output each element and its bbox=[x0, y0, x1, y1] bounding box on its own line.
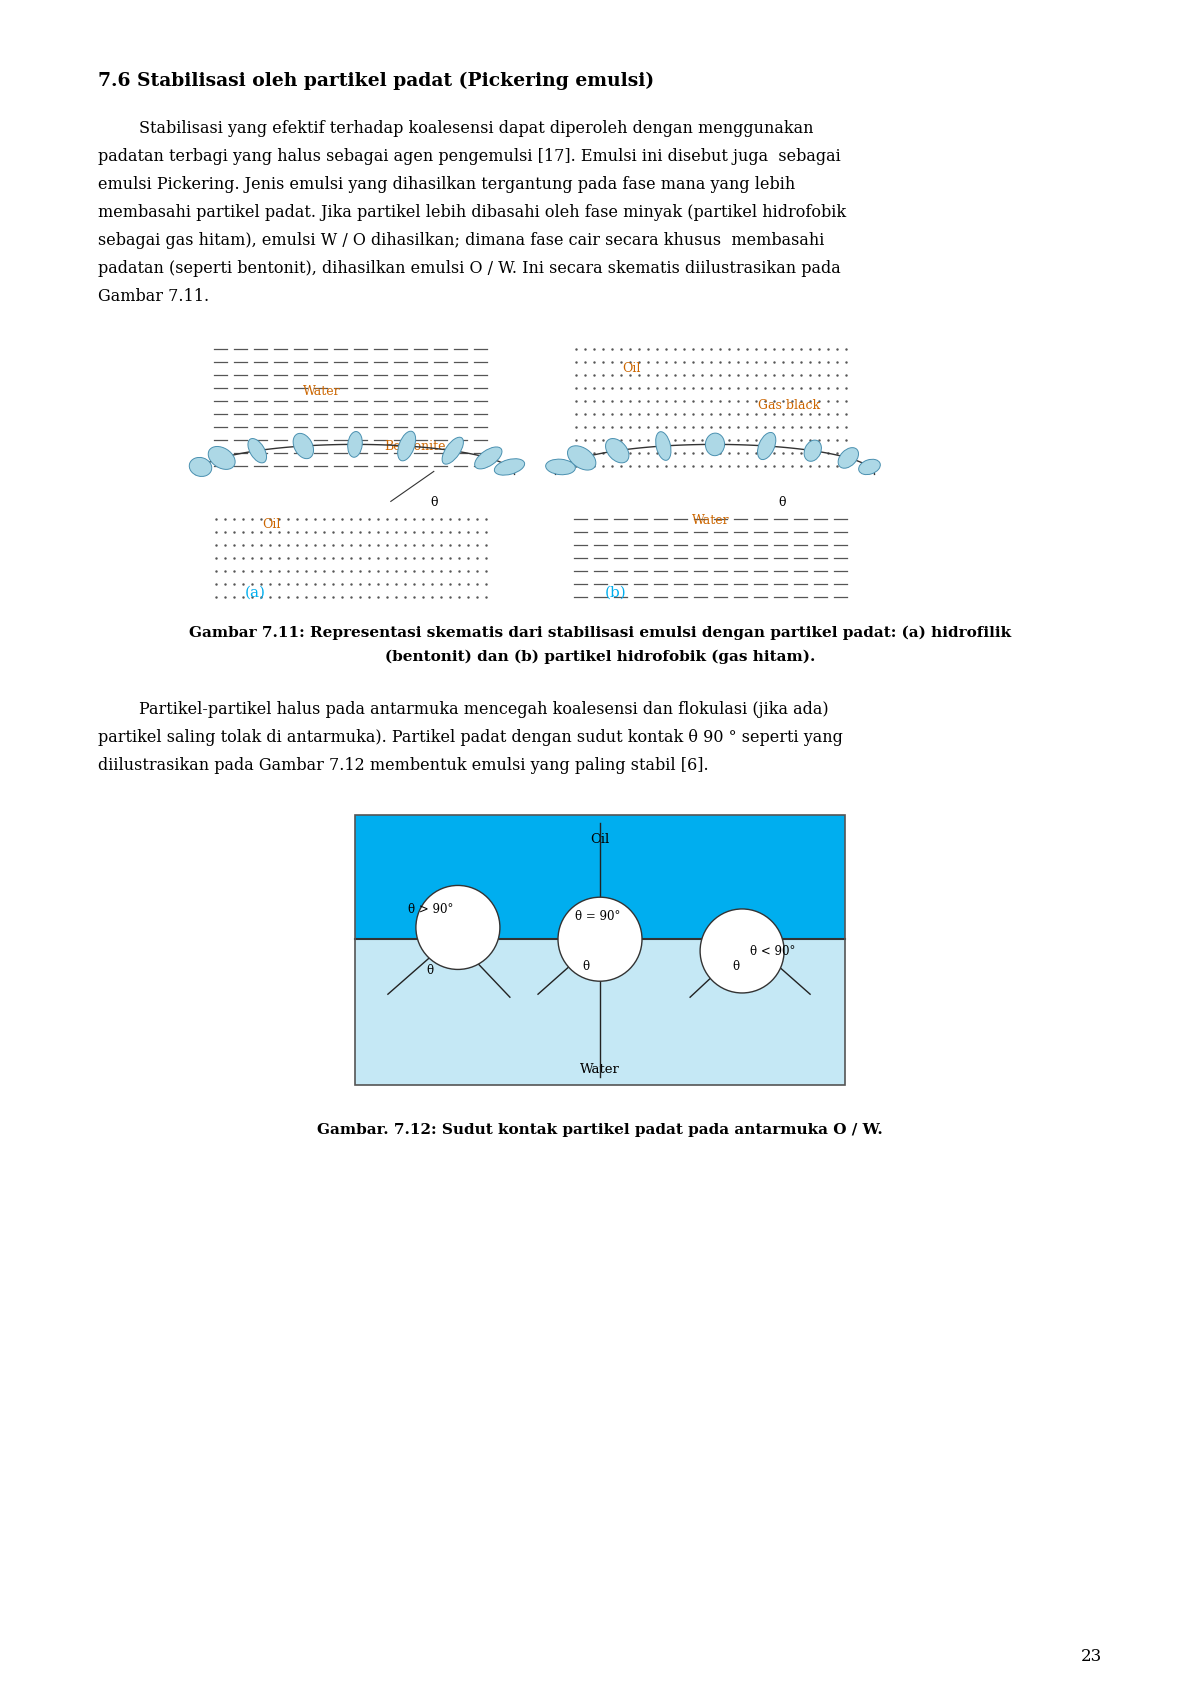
Text: Water: Water bbox=[302, 385, 341, 399]
Bar bbox=[355, 938, 845, 1084]
Ellipse shape bbox=[348, 431, 362, 456]
Text: Oil: Oil bbox=[262, 519, 281, 531]
Ellipse shape bbox=[397, 431, 415, 462]
Ellipse shape bbox=[293, 433, 313, 458]
Text: Gas black: Gas black bbox=[758, 399, 821, 412]
Text: θ: θ bbox=[732, 961, 739, 972]
Bar bbox=[355, 815, 845, 938]
Text: emulsi Pickering. Jenis emulsi yang dihasilkan tergantung pada fase mana yang le: emulsi Pickering. Jenis emulsi yang diha… bbox=[98, 176, 796, 193]
Text: padatan (seperti bentonit), dihasilkan emulsi O / W. Ini secara skematis diilust: padatan (seperti bentonit), dihasilkan e… bbox=[98, 260, 841, 277]
Text: θ > 90°: θ > 90° bbox=[408, 903, 454, 916]
Ellipse shape bbox=[568, 446, 596, 470]
Text: Bentonite: Bentonite bbox=[384, 440, 445, 453]
Ellipse shape bbox=[248, 438, 266, 463]
Ellipse shape bbox=[606, 438, 629, 463]
Text: 23: 23 bbox=[1081, 1648, 1102, 1665]
Text: partikel saling tolak di antarmuka). Partikel padat dengan sudut kontak θ 90 ° s: partikel saling tolak di antarmuka). Par… bbox=[98, 730, 842, 747]
Text: Stabilisasi yang efektif terhadap koalesensi dapat diperoleh dengan menggunakan: Stabilisasi yang efektif terhadap koales… bbox=[98, 120, 814, 137]
Text: θ: θ bbox=[431, 496, 438, 509]
Text: Gambar. 7.12: Sudut kontak partikel padat pada antarmuka O / W.: Gambar. 7.12: Sudut kontak partikel pada… bbox=[317, 1123, 883, 1137]
Text: Oil: Oil bbox=[590, 833, 610, 847]
Text: (a): (a) bbox=[245, 585, 266, 601]
Ellipse shape bbox=[655, 431, 671, 460]
Ellipse shape bbox=[546, 460, 575, 475]
Text: Water: Water bbox=[691, 514, 730, 526]
Text: sebagai gas hitam), emulsi W / O dihasilkan; dimana fase cair secara khusus  mem: sebagai gas hitam), emulsi W / O dihasil… bbox=[98, 232, 824, 249]
Ellipse shape bbox=[209, 446, 235, 470]
Text: Oil: Oil bbox=[623, 361, 641, 375]
Text: θ: θ bbox=[426, 964, 433, 977]
Text: Gambar 7.11: Representasi skematis dari stabilisasi emulsi dengan partikel padat: Gambar 7.11: Representasi skematis dari … bbox=[188, 626, 1012, 640]
Circle shape bbox=[416, 886, 500, 969]
Text: θ: θ bbox=[779, 496, 786, 509]
Text: θ = 90°: θ = 90° bbox=[575, 910, 620, 923]
Circle shape bbox=[700, 910, 784, 993]
Text: membasahi partikel padat. Jika partikel lebih dibasahi oleh fase minyak (partike: membasahi partikel padat. Jika partikel … bbox=[98, 204, 846, 221]
Text: diilustrasikan pada Gambar 7.12 membentuk emulsi yang paling stabil [6].: diilustrasikan pada Gambar 7.12 membentu… bbox=[98, 757, 709, 774]
Circle shape bbox=[558, 898, 642, 981]
Text: θ: θ bbox=[582, 961, 589, 972]
Ellipse shape bbox=[442, 438, 463, 465]
Text: Gambar 7.11.: Gambar 7.11. bbox=[98, 288, 209, 305]
Text: θ < 90°: θ < 90° bbox=[750, 945, 796, 959]
Ellipse shape bbox=[859, 460, 881, 475]
Text: (bentonit) dan (b) partikel hidrofobik (gas hitam).: (bentonit) dan (b) partikel hidrofobik (… bbox=[385, 650, 815, 665]
Ellipse shape bbox=[838, 448, 858, 468]
Bar bbox=[355, 815, 845, 1084]
Text: padatan terbagi yang halus sebagai agen pengemulsi [17]. Emulsi ini disebut juga: padatan terbagi yang halus sebagai agen … bbox=[98, 148, 841, 165]
Ellipse shape bbox=[190, 458, 211, 477]
Text: Partikel-partikel halus pada antarmuka mencegah koalesensi dan flokulasi (jika a: Partikel-partikel halus pada antarmuka m… bbox=[98, 701, 829, 718]
Ellipse shape bbox=[757, 433, 776, 460]
Ellipse shape bbox=[706, 433, 725, 456]
Text: 7.6 Stabilisasi oleh partikel padat (Pickering emulsi): 7.6 Stabilisasi oleh partikel padat (Pic… bbox=[98, 71, 654, 90]
Ellipse shape bbox=[475, 446, 502, 468]
Ellipse shape bbox=[804, 440, 822, 462]
Ellipse shape bbox=[494, 458, 524, 475]
Text: Water: Water bbox=[580, 1062, 620, 1076]
Text: (b): (b) bbox=[605, 585, 626, 601]
